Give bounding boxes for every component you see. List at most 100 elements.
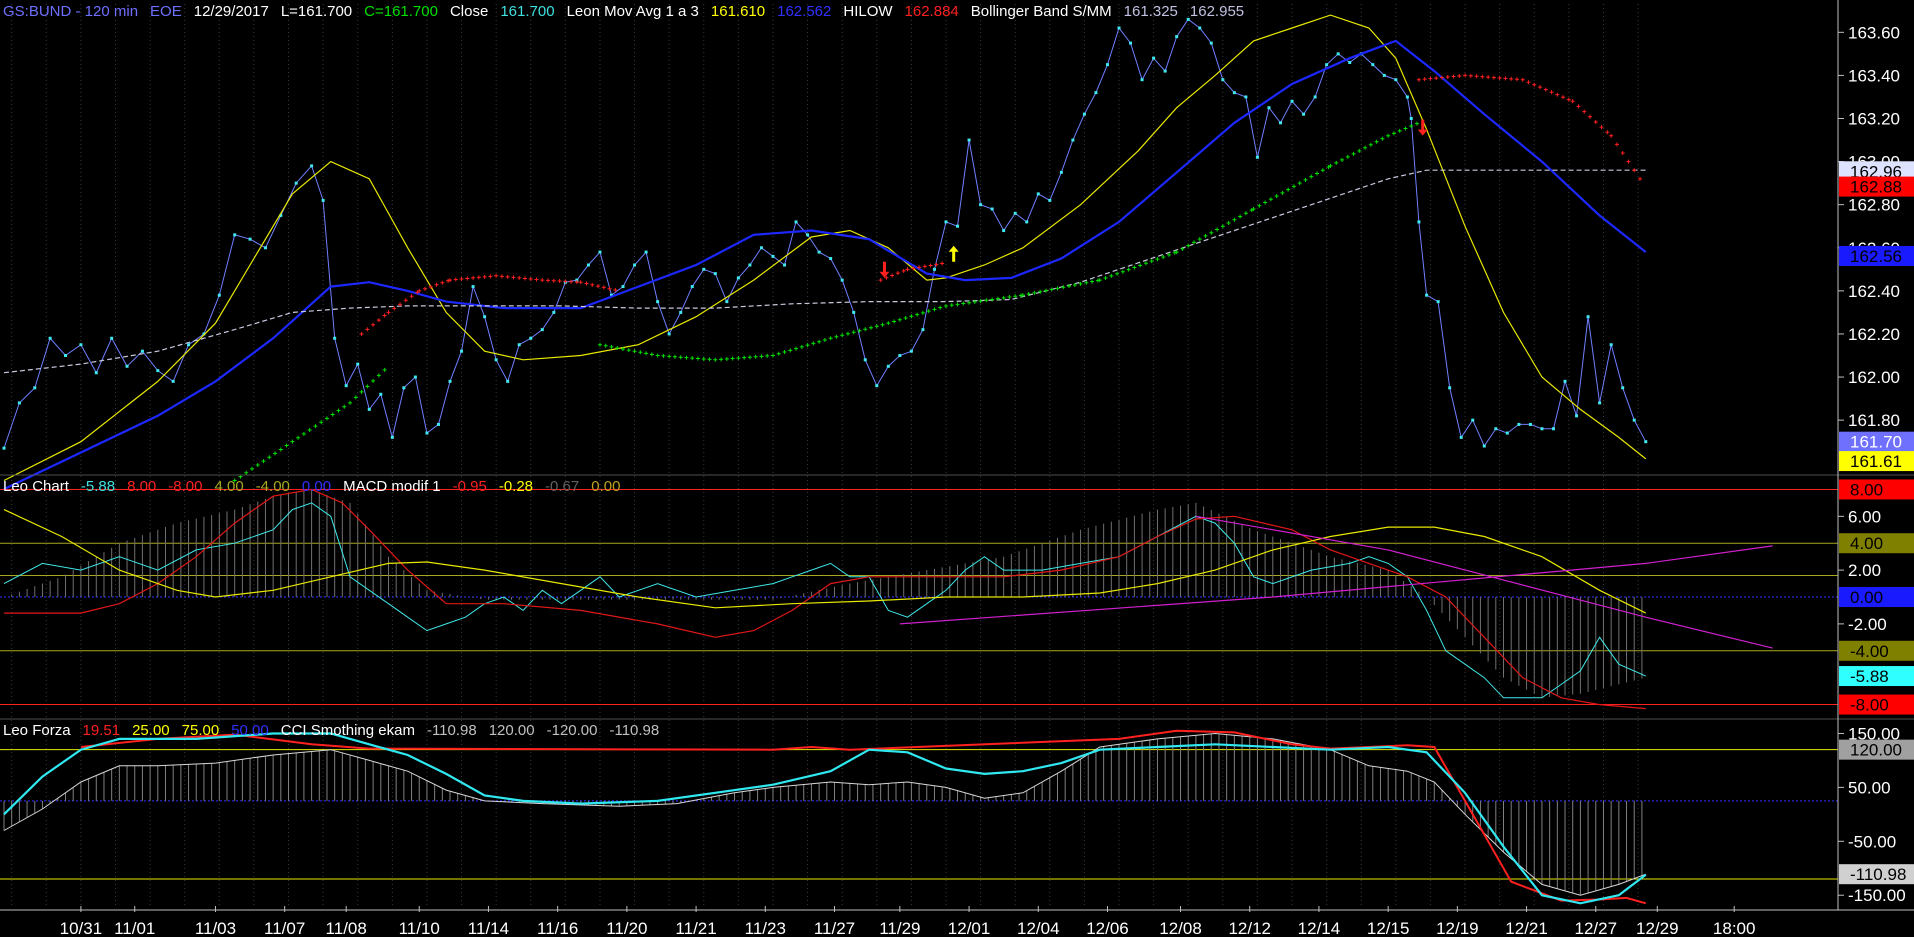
sar-marker	[1632, 168, 1637, 173]
sar-marker	[1549, 90, 1554, 95]
sar-marker	[834, 334, 839, 339]
sar-marker	[972, 299, 977, 304]
close-point	[621, 285, 625, 289]
legend-item: Bollinger Band S/MM	[971, 3, 1112, 20]
sar-marker	[601, 285, 606, 290]
time-tick-label: 12/01	[948, 919, 991, 937]
time-tick-label: 11/07	[264, 919, 305, 937]
sar-marker	[482, 274, 487, 279]
legend-item: -4.00	[256, 478, 290, 495]
axis-tick-label: 162.80	[1848, 196, 1900, 215]
close-point	[1152, 56, 1156, 60]
sar-marker	[1386, 133, 1391, 138]
close-point	[125, 364, 129, 368]
close-point	[609, 293, 613, 297]
time-tick-label: 11/20	[606, 919, 647, 937]
time-tick-label: 12/14	[1298, 919, 1341, 937]
sar-marker	[359, 389, 364, 394]
sar-marker	[1180, 246, 1185, 251]
close-point	[321, 198, 325, 202]
indicator-line	[3, 169, 1646, 374]
sar-marker	[382, 367, 387, 372]
sar-marker	[1434, 76, 1439, 81]
sar-marker	[1570, 99, 1575, 104]
sar-marker	[1174, 250, 1179, 255]
sar-marker	[1340, 157, 1345, 162]
close-point	[898, 354, 902, 357]
sar-marker	[1226, 220, 1231, 225]
sar-marker	[1309, 174, 1314, 179]
sar-marker	[644, 351, 649, 356]
sar-marker	[1368, 142, 1373, 147]
close-point	[552, 310, 556, 314]
sar-marker	[1197, 237, 1202, 242]
sar-marker	[1397, 128, 1402, 133]
indicator-line	[3, 14, 1647, 482]
sar-marker	[382, 313, 387, 318]
close-point	[171, 379, 175, 383]
value-badge-label: 0.00	[1850, 588, 1883, 607]
sar-marker	[905, 267, 910, 272]
sar-marker	[597, 342, 602, 347]
value-badge-label: -8.00	[1850, 696, 1889, 715]
sar-marker	[1155, 257, 1160, 262]
indicator-line	[3, 732, 1647, 905]
close-point	[1336, 52, 1340, 56]
sar-marker	[1588, 114, 1593, 119]
time-tick-label: 12/27	[1575, 919, 1618, 937]
buy-arrow-icon	[948, 245, 959, 262]
sar-marker	[984, 298, 989, 303]
value-badge	[1839, 864, 1914, 885]
sar-marker	[546, 278, 551, 283]
sar-marker	[684, 355, 689, 360]
close-point	[1409, 117, 1413, 120]
sar-marker	[440, 280, 445, 285]
sar-marker	[811, 341, 816, 346]
sar-marker	[1605, 130, 1610, 135]
legend-item: 75.00	[182, 722, 220, 739]
value-badge-label: 8.00	[1850, 480, 1883, 499]
close-point	[1471, 418, 1475, 422]
sar-marker	[569, 279, 574, 284]
close-point	[1244, 95, 1248, 99]
sar-marker	[244, 470, 249, 475]
sell-arrow-icon	[1417, 119, 1428, 136]
indicator-line	[4, 488, 1646, 710]
legend-item: 8.00	[127, 478, 156, 495]
close-point	[1302, 112, 1306, 116]
close-point	[863, 358, 867, 362]
sar-marker	[874, 324, 879, 329]
sar-marker	[901, 268, 906, 273]
sar-marker	[1109, 273, 1114, 278]
sar-marker	[1351, 151, 1356, 156]
time-tick-label: 11/08	[326, 919, 367, 937]
sar-marker	[1097, 278, 1102, 283]
value-badge-label: 162.96	[1850, 162, 1902, 181]
close-point	[817, 250, 821, 254]
sar-marker	[1363, 145, 1368, 150]
sar-marker	[626, 348, 631, 353]
close-point	[644, 250, 648, 254]
sar-marker	[857, 328, 862, 333]
sar-marker	[938, 305, 943, 310]
sar-marker	[776, 351, 781, 356]
close-point	[1563, 379, 1567, 383]
legend-item: 50.00	[231, 722, 269, 739]
close-point	[263, 246, 267, 250]
sar-marker	[828, 336, 833, 341]
sar-marker	[1463, 73, 1468, 78]
sar-marker	[1209, 230, 1214, 235]
sar-marker	[1186, 243, 1191, 248]
indicator-line	[3, 509, 1647, 614]
sell-arrow-icon	[879, 261, 890, 278]
sar-marker	[511, 275, 516, 280]
sar-marker	[371, 378, 376, 383]
close-point	[33, 386, 37, 390]
close-point	[875, 384, 879, 388]
close-point	[1094, 91, 1098, 95]
time-tick-label: 11/10	[399, 919, 440, 937]
legend-item: 161.700	[500, 3, 554, 20]
sar-marker	[1220, 224, 1225, 229]
axis-tick-label: -2.00	[1848, 615, 1887, 634]
sar-marker	[1403, 126, 1408, 131]
